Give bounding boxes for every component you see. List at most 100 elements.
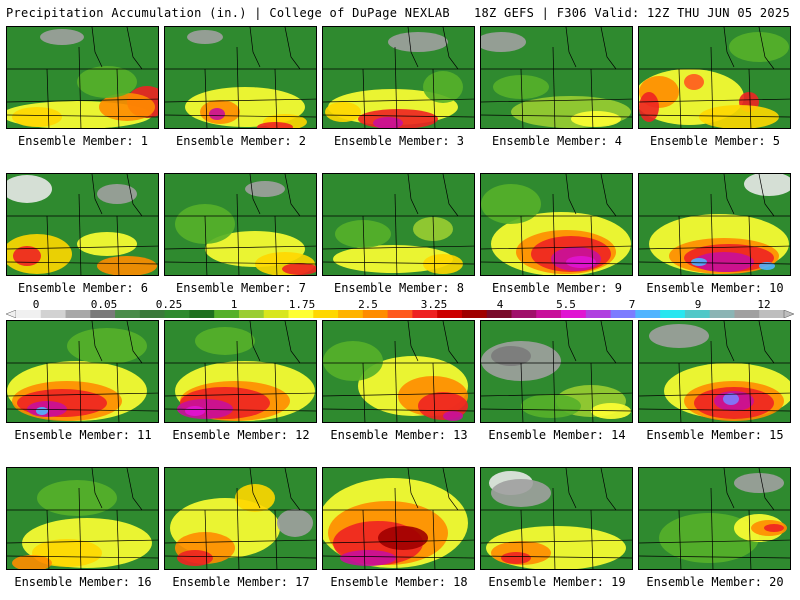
boundary-line — [7, 539, 158, 544]
precip-blob — [413, 217, 453, 241]
boundary-line — [481, 392, 632, 397]
boundary-line — [710, 193, 714, 275]
boundary-line — [91, 174, 103, 215]
boundary-line — [639, 555, 790, 559]
legend-swatch — [511, 310, 537, 318]
ensemble-member-label: Ensemble Member: 5 — [649, 134, 781, 148]
boundary-line — [126, 27, 143, 70]
precip-blob — [373, 117, 403, 128]
legend-swatch — [189, 310, 215, 318]
boundary-line — [432, 362, 436, 422]
boundary-line — [678, 509, 682, 569]
boundary-line — [394, 46, 398, 128]
ensemble-member-map — [638, 26, 791, 129]
boundary-line — [7, 555, 158, 559]
precip-blob — [333, 245, 453, 273]
precip-field — [7, 174, 158, 275]
precip-blob — [177, 550, 213, 566]
boundary-line — [284, 468, 301, 511]
precip-field — [639, 468, 790, 569]
legend-swatch — [313, 310, 339, 318]
ensemble-member-label: Ensemble Member: 7 — [175, 281, 307, 295]
legend-swatch — [585, 310, 612, 318]
boundary-line — [639, 408, 790, 412]
precip-blob — [423, 254, 463, 274]
boundary-line — [678, 362, 682, 422]
boundary-line — [284, 27, 301, 70]
precip-blob — [493, 75, 549, 99]
legend-swatch — [561, 310, 587, 318]
ensemble-member-map — [164, 320, 317, 423]
boundary-line — [758, 27, 775, 70]
boundary-line — [481, 539, 632, 544]
precip-blob — [323, 341, 383, 381]
boundary-line — [758, 468, 775, 511]
precip-blob — [282, 263, 316, 275]
boundary-line — [362, 509, 366, 569]
boundary-line — [590, 68, 594, 128]
precip-field — [481, 468, 632, 569]
ensemble-member-label: Ensemble Member: 8 — [333, 281, 465, 295]
boundary-line — [639, 539, 790, 544]
legend-swatch — [139, 310, 166, 318]
legend-swatch — [90, 310, 116, 318]
precip-field — [639, 321, 790, 422]
ensemble-member-label: Ensemble Member: 20 — [646, 575, 784, 589]
precip-blob — [481, 184, 541, 224]
ensemble-member-label: Ensemble Member: 6 — [17, 281, 149, 295]
precip-blob — [12, 107, 62, 127]
boundary-line — [748, 68, 752, 128]
ensemble-member-label: Ensemble Member: 19 — [488, 575, 626, 589]
precip-blob — [7, 175, 52, 203]
boundary-line — [639, 98, 790, 103]
ensemble-member-map — [638, 467, 791, 570]
boundary-line — [394, 487, 398, 569]
precip-blob — [245, 181, 285, 197]
boundary-line — [442, 27, 459, 70]
precip-blob — [521, 394, 581, 418]
legend-swatch — [734, 310, 760, 318]
legend-swatch — [263, 310, 290, 318]
boundary-line — [274, 362, 278, 422]
precip-blob — [659, 513, 759, 563]
boundary-line — [323, 261, 474, 265]
boundary-line — [165, 392, 316, 397]
precip-field — [165, 321, 316, 422]
boundary-line — [552, 46, 556, 128]
legend-swatch — [635, 310, 661, 318]
precip-blob — [257, 122, 293, 128]
boundary-line — [590, 215, 594, 275]
ensemble-member-map — [480, 320, 633, 423]
precip-blob — [571, 111, 621, 127]
boundary-line — [565, 468, 577, 509]
boundary-line — [284, 321, 301, 364]
precip-blob — [325, 102, 361, 122]
boundary-line — [520, 215, 524, 275]
legend-swatch — [536, 310, 562, 318]
boundary-line — [600, 174, 617, 217]
boundary-line — [116, 215, 120, 275]
precip-blob — [378, 526, 428, 550]
legend-swatch — [660, 310, 686, 318]
boundary-line — [323, 245, 474, 250]
legend-swatch — [610, 310, 636, 318]
precip-blob — [744, 174, 790, 196]
precip-field — [323, 27, 474, 128]
legend-tick-label: 0.25 — [155, 298, 183, 311]
ensemble-member-map — [6, 320, 159, 423]
ensemble-member-map — [164, 467, 317, 570]
ensemble-member-label: Ensemble Member: 17 — [172, 575, 310, 589]
boundary-line — [481, 555, 632, 559]
boundary-line — [274, 509, 278, 569]
boundary-line — [639, 114, 790, 118]
legend-swatch — [486, 310, 512, 318]
boundary-line — [407, 27, 419, 68]
legend-colorbar — [6, 310, 794, 318]
precip-field — [639, 27, 790, 128]
boundary-line — [7, 408, 158, 412]
boundary-line — [116, 362, 120, 422]
legend-swatch — [437, 310, 463, 318]
precip-blob — [491, 479, 551, 507]
legend-swatch — [684, 310, 711, 318]
precip-blob — [481, 32, 526, 52]
